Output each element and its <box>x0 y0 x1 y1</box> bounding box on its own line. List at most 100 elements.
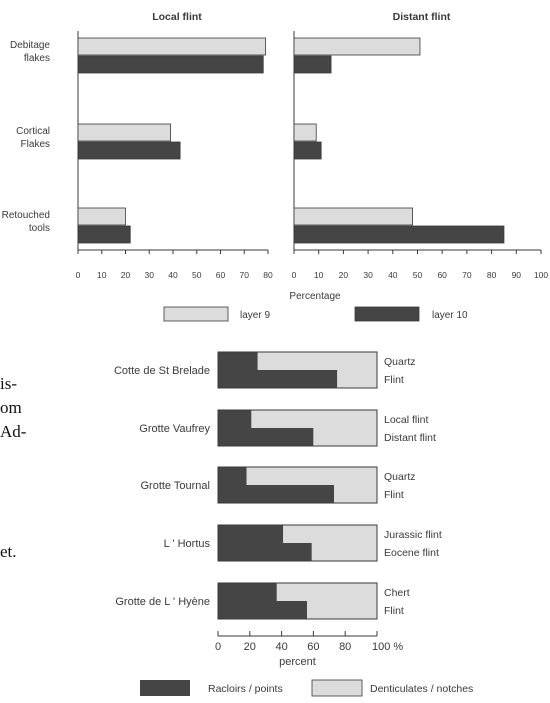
x-tick-label: 50 <box>192 270 202 280</box>
x-tick-label: 70 <box>462 270 472 280</box>
site-label: Cotte de St Brelade <box>114 365 210 377</box>
bar-layer-9 <box>293 123 317 142</box>
bar-denticulates <box>313 428 377 446</box>
site-label: Grotte Vaufrey <box>139 423 210 435</box>
x-tick-label: 80 <box>339 641 351 653</box>
bar-layer-9 <box>293 37 421 56</box>
x-tick-label: 60 <box>216 270 226 280</box>
legend-swatch-layer-9 <box>163 306 229 322</box>
x-tick-label: 50 <box>413 270 423 280</box>
x-tick-label: 90 <box>512 270 522 280</box>
row-label: Chert <box>384 587 410 599</box>
row-label: Flint <box>384 605 404 617</box>
site-frame <box>217 582 378 620</box>
bar-layer-10 <box>77 225 131 244</box>
x-tick-label: 0 <box>76 270 81 280</box>
site-frame <box>217 409 378 447</box>
x-tick-label: 100 <box>534 270 548 280</box>
bar-layer-9 <box>77 207 126 226</box>
x-tick-label: 100 % <box>372 641 403 653</box>
site-label: Grotte de L ' Hyène <box>115 596 210 608</box>
bar-layer-9 <box>77 37 267 56</box>
x-tick-label: 0 <box>292 270 297 280</box>
x-tick-label: 60 <box>307 641 319 653</box>
row-label: Flint <box>384 489 404 501</box>
x-tick-label: 0 <box>215 641 221 653</box>
category-label: Cortical <box>16 126 50 137</box>
x-tick-label: 20 <box>121 270 131 280</box>
category-label: tools <box>29 223 50 234</box>
x-tick-label: 30 <box>145 270 155 280</box>
bar-denticulates <box>337 370 377 388</box>
bar-layer-10 <box>293 141 322 160</box>
x-axis-label: Percentage <box>289 291 341 302</box>
bar-denticulates <box>334 485 377 503</box>
bar-denticulates <box>276 583 377 601</box>
site-label: Grotte Tournal <box>140 480 210 492</box>
bar-layer-9 <box>293 207 413 226</box>
x-tick-label: 20 <box>244 641 256 653</box>
x-tick-label: 30 <box>363 270 373 280</box>
x-tick-label: 10 <box>314 270 324 280</box>
x-tick-label: 40 <box>388 270 398 280</box>
row-label: Flint <box>384 374 404 386</box>
category-label: Debitage <box>10 40 50 51</box>
site-frame <box>217 466 378 504</box>
bar-denticulates <box>257 352 377 370</box>
row-label: Distant flint <box>384 432 436 444</box>
bar-denticulates <box>307 601 377 619</box>
text-fragment-3: Ad- <box>0 422 27 441</box>
x-tick-label: 20 <box>339 270 349 280</box>
site-frame <box>217 351 378 389</box>
bar-denticulates <box>246 467 377 485</box>
x-tick-label: 60 <box>437 270 447 280</box>
x-tick-label: 40 <box>275 641 287 653</box>
bar-layer-10 <box>77 141 181 160</box>
row-label: Quartz <box>384 356 416 368</box>
bar-racloirs <box>218 370 338 388</box>
row-label: Quartz <box>384 471 416 483</box>
bar-racloirs <box>218 428 314 446</box>
category-label: Flakes <box>21 139 50 150</box>
row-label: Eocene flint <box>384 547 439 559</box>
text-fragment-4: et. <box>0 542 17 561</box>
text-fragment-1: is- <box>0 374 17 393</box>
row-label: Jurassic flint <box>384 529 442 541</box>
x-tick-label: 80 <box>487 270 497 280</box>
x-tick-label: 80 <box>263 270 273 280</box>
x-tick-label: 70 <box>240 270 250 280</box>
bar-racloirs <box>218 525 284 543</box>
bar-racloirs <box>218 467 247 485</box>
site-label: L ' Hortus <box>164 538 211 550</box>
legend-label-denticulates: Denticulates / notches <box>370 683 473 695</box>
text-fragment-2: om <box>0 398 22 417</box>
bar-layer-10 <box>293 55 332 74</box>
bar-racloirs <box>218 485 335 503</box>
legend-label-layer-10: layer 10 <box>432 310 468 321</box>
bar-racloirs <box>218 352 258 370</box>
panel-title: Distant flint <box>393 11 451 23</box>
x-axis-label: percent <box>279 656 316 668</box>
panel-title: Local flint <box>152 11 202 23</box>
bar-denticulates <box>283 525 377 543</box>
bar-racloirs <box>218 583 277 601</box>
row-label: Local flint <box>384 414 428 426</box>
bar-layer-9 <box>77 123 172 142</box>
site-frame <box>217 524 378 562</box>
category-label: flakes <box>24 53 50 64</box>
bar-denticulates <box>251 410 377 428</box>
legend-swatch-racloirs <box>140 680 190 696</box>
legend-swatch-denticulates <box>311 679 363 697</box>
x-tick-label: 10 <box>97 270 107 280</box>
bar-layer-10 <box>77 55 264 74</box>
bar-layer-10 <box>293 225 505 244</box>
legend-swatch-layer-10 <box>354 306 420 322</box>
legend-label-racloirs: Racloirs / points <box>208 683 283 695</box>
x-tick-label: 40 <box>168 270 178 280</box>
category-label: Retouched <box>2 210 50 221</box>
bar-racloirs <box>218 410 252 428</box>
bar-denticulates <box>311 543 377 561</box>
bar-racloirs <box>218 601 308 619</box>
